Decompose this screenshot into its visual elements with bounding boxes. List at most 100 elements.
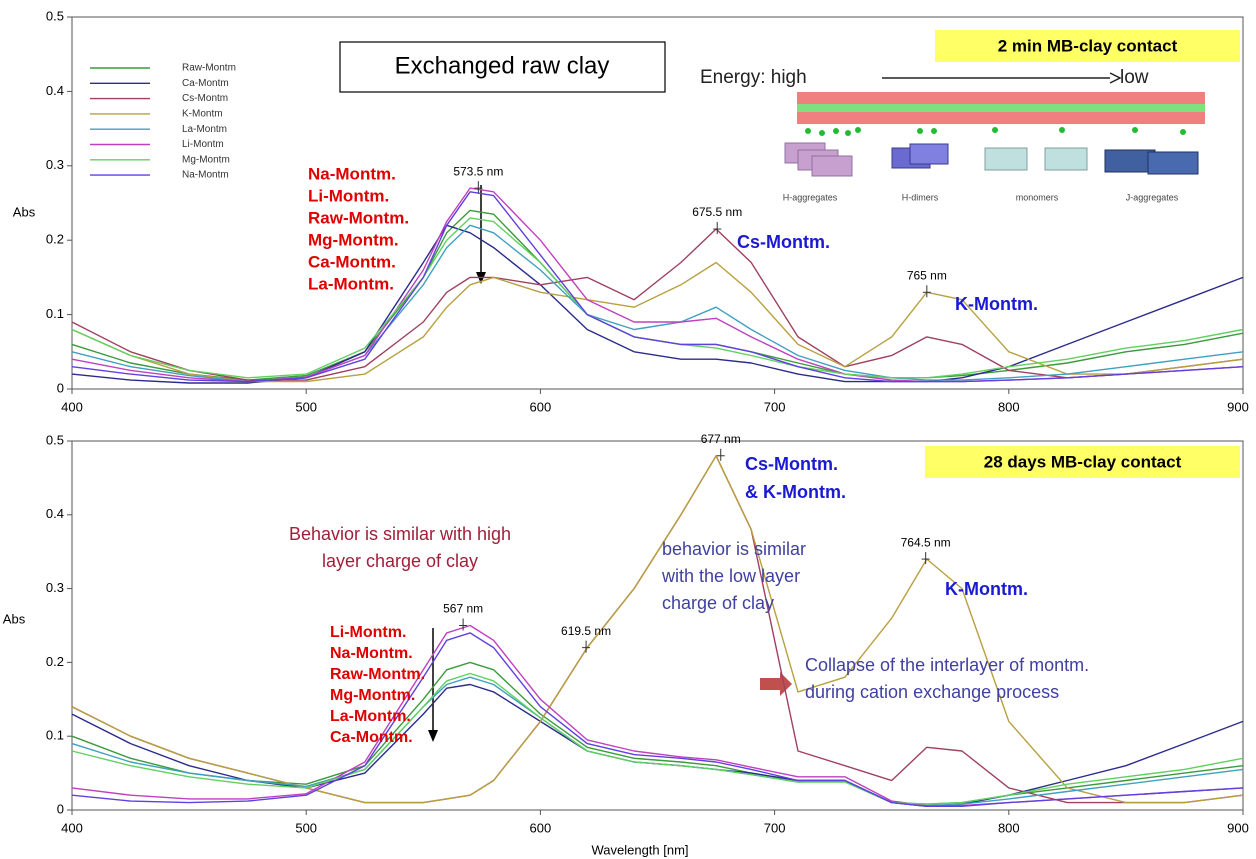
x-tick-label: 700 xyxy=(764,820,786,835)
y-tick-label: 0.1 xyxy=(46,306,64,321)
energy-arrow-head xyxy=(1109,72,1122,84)
peak-label: 619.5 nm xyxy=(561,624,611,638)
dye-dots xyxy=(805,127,1186,136)
y-tick-label: 0.5 xyxy=(46,432,64,447)
y-tick-label: 0.4 xyxy=(46,506,64,521)
annotation: charge of clay xyxy=(662,593,774,613)
legend-label: Raw-Montm xyxy=(182,63,236,74)
x-axis-label: Wavelength [nm] xyxy=(591,842,688,857)
series-line xyxy=(71,191,1244,383)
peak-label: 765 nm xyxy=(907,268,947,282)
trend-arrow-head xyxy=(428,730,438,742)
annotation: Mg-Montm. xyxy=(308,230,399,249)
annotation: Collapse of the interlayer of montm. xyxy=(805,655,1089,675)
annotation: Cs-Montm. xyxy=(745,454,838,474)
y-tick-label: 0.2 xyxy=(46,654,64,669)
legend-label: La-Montm xyxy=(182,124,227,135)
legend-label: Na-Montm xyxy=(182,170,229,181)
y-tick-label: 0 xyxy=(57,380,64,395)
legend-label: Li-Montm xyxy=(182,139,224,150)
annotation: H-dimers xyxy=(902,192,939,202)
annotation: behavior is similar xyxy=(662,539,806,559)
peak-label: 764.5 nm xyxy=(901,535,951,549)
annotation: Mg-Montm. xyxy=(330,687,415,704)
annotation: Raw-Montm. xyxy=(330,666,425,683)
series-line xyxy=(71,187,1244,383)
peak-label: 675.5 nm xyxy=(692,205,742,219)
peak-label: 677 nm xyxy=(701,432,741,446)
series-line xyxy=(71,632,1244,807)
annotation: K-Montm. xyxy=(945,579,1028,599)
annotation: Na-Montm. xyxy=(308,164,396,183)
interlayer xyxy=(797,104,1205,112)
legend-label: K-Montm xyxy=(182,109,223,120)
annotation: Raw-Montm. xyxy=(308,208,409,227)
aggregation-diagram xyxy=(784,72,1205,177)
x-tick-label: 400 xyxy=(61,399,83,414)
x-tick-label: 700 xyxy=(764,399,786,414)
series-line xyxy=(71,672,1244,805)
annotation: & K-Montm. xyxy=(745,482,846,502)
badge-text: 2 min MB-clay contact xyxy=(998,36,1178,55)
x-tick-label: 600 xyxy=(530,399,552,414)
peak-label: 567 nm xyxy=(443,602,483,616)
annotation: Behavior is similar with high xyxy=(289,524,511,544)
annotation: Energy: high xyxy=(700,67,807,88)
series-line xyxy=(71,661,1244,805)
series-line xyxy=(71,228,1244,381)
annotation: Li-Montm. xyxy=(330,624,406,641)
series-line xyxy=(71,455,1244,804)
x-tick-label: 500 xyxy=(295,820,317,835)
annotation: Ca-Montm. xyxy=(330,729,413,746)
x-tick-label: 500 xyxy=(295,399,317,414)
badge-box xyxy=(925,446,1240,478)
x-tick-label: 800 xyxy=(998,820,1020,835)
y-tick-label: 0.3 xyxy=(46,157,64,172)
annotation: layer charge of clay xyxy=(322,551,478,571)
annotation: La-Montm. xyxy=(330,708,411,725)
x-tick-label: 400 xyxy=(61,820,83,835)
series-line xyxy=(71,224,1244,383)
annotation: monomers xyxy=(1016,192,1059,202)
series-line xyxy=(71,676,1244,807)
title-box xyxy=(339,41,666,93)
annotation: Ca-Montm. xyxy=(308,252,396,271)
x-tick-label: 800 xyxy=(998,399,1020,414)
series-line xyxy=(71,217,1244,379)
x-tick-label: 900 xyxy=(1227,399,1249,414)
annotation: J-aggregates xyxy=(1126,192,1179,202)
y-tick-label: 0.4 xyxy=(46,83,64,98)
y-tick-label: 0.2 xyxy=(46,232,64,247)
annotation: with the low layer xyxy=(661,566,800,586)
badge-box xyxy=(935,30,1240,62)
collapse-arrow xyxy=(760,672,792,696)
series-line xyxy=(71,261,1244,383)
annotation: H-aggregates xyxy=(783,192,838,202)
annotation: Na-Montm. xyxy=(330,645,413,662)
annotation: Cs-Montm. xyxy=(737,232,830,252)
badge-text: 28 days MB-clay contact xyxy=(984,452,1182,471)
y-tick-label: 0 xyxy=(57,801,64,816)
annotation: low xyxy=(1120,67,1149,88)
plot-frame xyxy=(71,16,1244,390)
aggregate-shapes xyxy=(784,142,1199,177)
annotation: La-Montm. xyxy=(308,274,394,293)
y-axis-label: Abs xyxy=(13,204,36,219)
annotation: K-Montm. xyxy=(955,294,1038,314)
y-tick-label: 0.3 xyxy=(46,580,64,595)
series-line xyxy=(71,624,1244,807)
y-tick-label: 0.5 xyxy=(46,8,64,23)
y-tick-label: 0.1 xyxy=(46,728,64,743)
annotation: Li-Montm. xyxy=(308,186,389,205)
series-line xyxy=(71,455,1244,804)
x-tick-label: 600 xyxy=(530,820,552,835)
annotation: during cation exchange process xyxy=(805,682,1059,702)
legend-label: Mg-Montm xyxy=(182,154,230,165)
legend-label: Cs-Montm xyxy=(182,93,228,104)
legend-label: Ca-Montm xyxy=(182,78,229,89)
chart-title: Exchanged raw clay xyxy=(395,52,610,79)
x-tick-label: 900 xyxy=(1227,820,1249,835)
peak-label: 573.5 nm xyxy=(453,164,503,178)
